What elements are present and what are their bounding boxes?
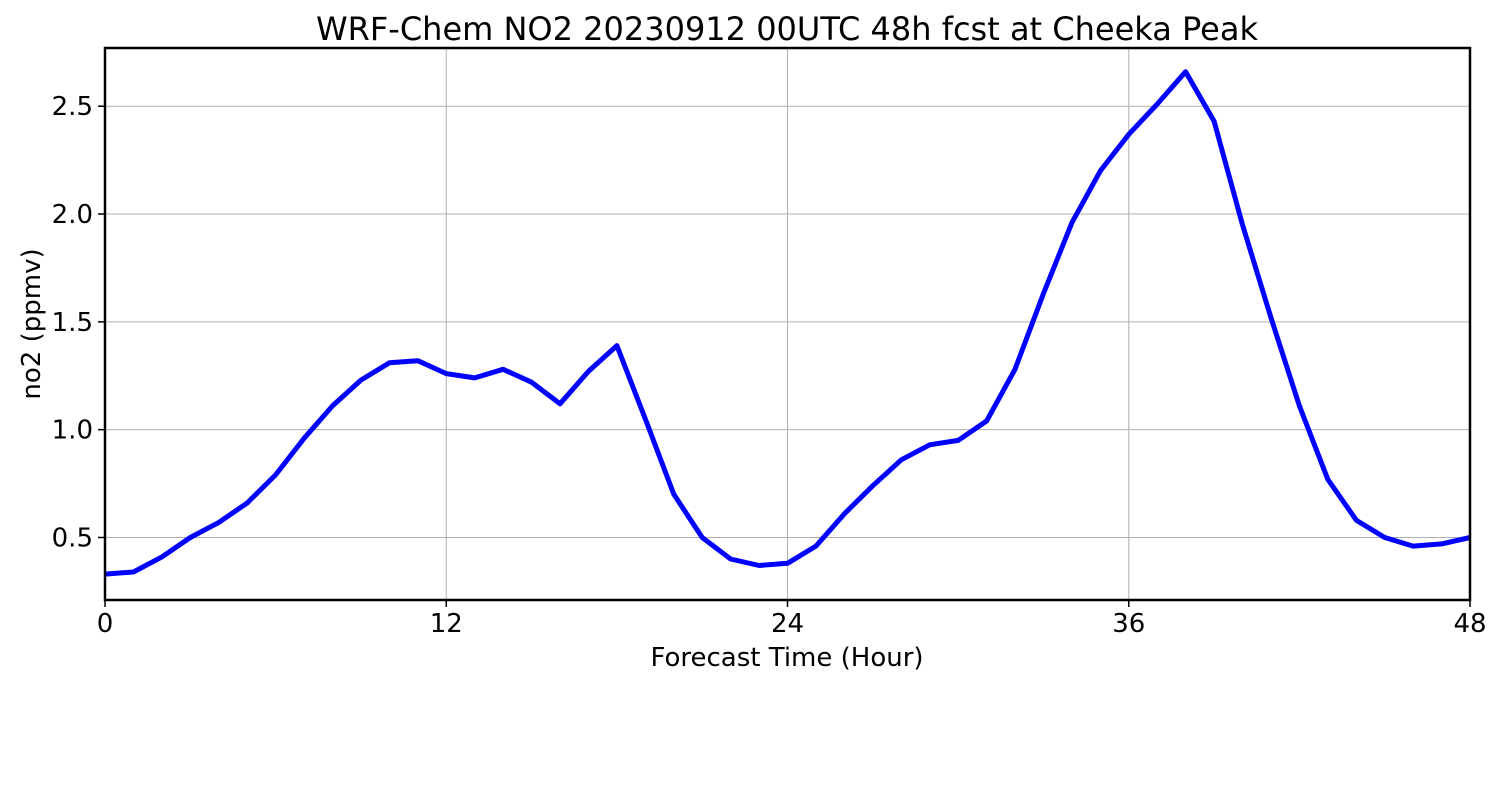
data-point bbox=[1126, 132, 1131, 137]
data-point bbox=[1354, 518, 1359, 523]
data-point bbox=[358, 378, 363, 383]
y-tick-label: 2.0 bbox=[52, 200, 93, 230]
data-point bbox=[472, 375, 477, 380]
data-point bbox=[643, 416, 648, 421]
data-point bbox=[785, 561, 790, 566]
data-point bbox=[1041, 291, 1046, 296]
y-tick-label: 1.0 bbox=[52, 416, 93, 446]
data-point bbox=[159, 554, 164, 559]
x-tick-label: 36 bbox=[1112, 609, 1145, 639]
data-point bbox=[984, 419, 989, 424]
data-point bbox=[728, 557, 733, 562]
data-point bbox=[1439, 541, 1444, 546]
x-axis-label: Forecast Time (Hour) bbox=[650, 643, 923, 673]
data-point bbox=[1183, 69, 1188, 74]
data-point bbox=[614, 343, 619, 348]
data-point bbox=[671, 492, 676, 497]
data-point bbox=[1155, 102, 1160, 107]
data-point bbox=[1240, 222, 1245, 227]
data-point bbox=[245, 500, 250, 505]
data-point bbox=[387, 360, 392, 365]
x-tick-label: 0 bbox=[97, 609, 114, 639]
data-point bbox=[870, 483, 875, 488]
y-tick-label: 1.5 bbox=[52, 308, 93, 338]
y-axis-label: no2 (ppmv) bbox=[17, 248, 47, 399]
data-point bbox=[956, 438, 961, 443]
plot-frame bbox=[103, 46, 1472, 602]
series-line bbox=[104, 69, 1471, 577]
x-tick-label: 48 bbox=[1453, 609, 1486, 639]
x-tick-label: 24 bbox=[771, 609, 804, 639]
data-point bbox=[899, 457, 904, 462]
series-layer bbox=[104, 69, 1471, 577]
data-point bbox=[813, 544, 818, 549]
data-point bbox=[415, 358, 420, 363]
data-point bbox=[273, 472, 278, 477]
data-point bbox=[188, 535, 193, 540]
data-point bbox=[558, 401, 563, 406]
data-point bbox=[586, 369, 591, 374]
data-point bbox=[1069, 220, 1074, 225]
data-point bbox=[501, 367, 506, 372]
data-point bbox=[330, 403, 335, 408]
data-point bbox=[1382, 535, 1387, 540]
data-point bbox=[131, 569, 136, 574]
data-point bbox=[529, 380, 534, 385]
data-point bbox=[757, 563, 762, 568]
data-point bbox=[842, 511, 847, 516]
data-point bbox=[302, 436, 307, 441]
data-point bbox=[1297, 403, 1302, 408]
data-point bbox=[1325, 477, 1330, 482]
y-tick-label: 2.5 bbox=[52, 92, 93, 122]
data-point bbox=[216, 520, 221, 525]
tick-layer: 0 12 24 36 48 0.5 1.0 1.5 2.0 2.5 bbox=[52, 92, 1487, 639]
data-point bbox=[700, 535, 705, 540]
y-tick-label: 0.5 bbox=[52, 523, 93, 553]
data-point bbox=[1411, 544, 1416, 549]
chart-title: WRF-Chem NO2 20230912 00UTC 48h fcst at … bbox=[316, 10, 1258, 48]
x-tick-label: 12 bbox=[430, 609, 463, 639]
data-point bbox=[1212, 119, 1217, 124]
data-point bbox=[1098, 168, 1103, 173]
data-point bbox=[927, 442, 932, 447]
data-point bbox=[1268, 315, 1273, 320]
data-point bbox=[1013, 367, 1018, 372]
data-point bbox=[444, 371, 449, 376]
